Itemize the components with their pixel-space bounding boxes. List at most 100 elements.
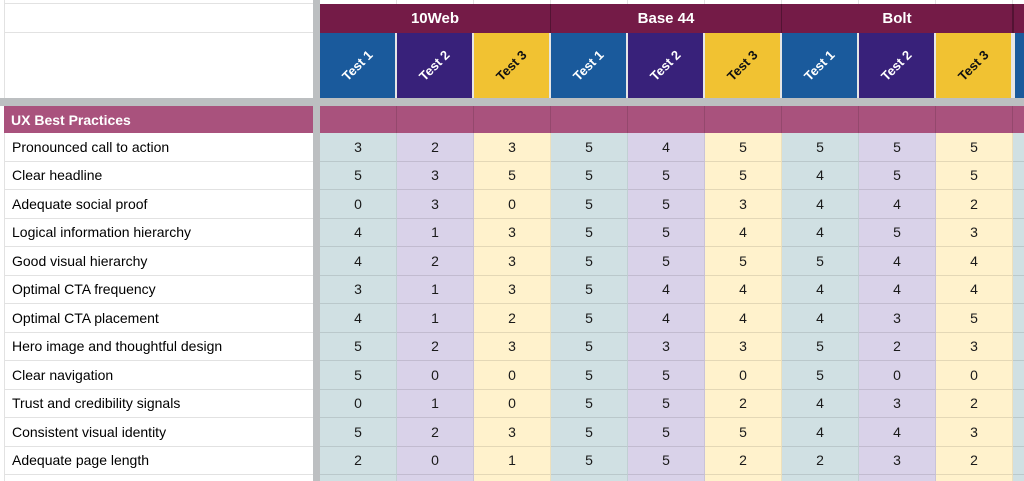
row-label-cell[interactable]: Consistent visual identity xyxy=(4,418,313,447)
row-label-cell[interactable]: Optimal CTA placement xyxy=(4,304,313,333)
score-cell[interactable]: 4 xyxy=(782,218,859,247)
score-cell[interactable]: 4 xyxy=(705,304,782,333)
test-column-header-cell[interactable]: Test 2 xyxy=(397,33,474,98)
score-cell[interactable]: 0 xyxy=(936,361,1013,390)
test-column-header-cell[interactable]: Test 1 xyxy=(551,33,628,98)
score-cell[interactable]: 2 xyxy=(474,304,551,333)
score-cell[interactable]: 3 xyxy=(397,161,474,190)
score-cell[interactable]: 4 xyxy=(782,275,859,304)
score-cell[interactable]: 0 xyxy=(320,389,397,418)
score-cell[interactable]: 5 xyxy=(782,247,859,276)
score-cell[interactable]: 5 xyxy=(859,161,936,190)
score-cell[interactable]: 4 xyxy=(859,275,936,304)
score-cell[interactable]: 3 xyxy=(936,418,1013,447)
score-cell[interactable]: 5 xyxy=(551,418,628,447)
score-cell[interactable]: 5 xyxy=(782,332,859,361)
row-label-cell[interactable]: Optimal CTA frequency xyxy=(4,275,313,304)
score-cell[interactable]: 5 xyxy=(782,133,859,162)
test-column-header-cell[interactable]: Test 3 xyxy=(936,33,1013,98)
score-cell[interactable]: 5 xyxy=(859,133,936,162)
score-cell[interactable]: 0 xyxy=(474,361,551,390)
score-cell[interactable]: 5 xyxy=(628,418,705,447)
score-cell[interactable]: 1 xyxy=(397,218,474,247)
test-column-header-cell[interactable]: Test 3 xyxy=(705,33,782,98)
score-cell[interactable]: 2 xyxy=(936,190,1013,219)
score-cell[interactable]: 3 xyxy=(474,332,551,361)
score-cell[interactable]: 5 xyxy=(859,218,936,247)
score-cell[interactable]: 4 xyxy=(859,247,936,276)
score-cell[interactable]: 5 xyxy=(705,161,782,190)
group-header-base-44[interactable]: Base 44 xyxy=(551,4,782,33)
score-cell[interactable]: 4 xyxy=(628,304,705,333)
score-cell[interactable]: 5 xyxy=(936,133,1013,162)
score-cell[interactable]: 4 xyxy=(705,218,782,247)
score-cell[interactable]: 3 xyxy=(936,332,1013,361)
score-cell[interactable]: 3 xyxy=(320,133,397,162)
score-cell[interactable]: 3 xyxy=(936,218,1013,247)
score-cell[interactable]: 4 xyxy=(782,304,859,333)
score-cell[interactable]: 5 xyxy=(628,247,705,276)
score-cell[interactable]: 3 xyxy=(397,190,474,219)
test-column-header-cell[interactable]: Test 1 xyxy=(782,33,859,98)
score-cell[interactable]: 5 xyxy=(936,304,1013,333)
score-cell[interactable]: 3 xyxy=(474,418,551,447)
score-cell[interactable]: 5 xyxy=(705,133,782,162)
row-label-cell[interactable]: Good visual hierarchy xyxy=(4,247,313,276)
row-label-cell[interactable]: Adequate social proof xyxy=(4,190,313,219)
score-cell[interactable]: 4 xyxy=(782,161,859,190)
score-cell[interactable]: 0 xyxy=(474,389,551,418)
score-cell[interactable]: 4 xyxy=(705,275,782,304)
row-label-cell[interactable]: Clear navigation xyxy=(4,361,313,390)
score-cell[interactable]: 4 xyxy=(320,247,397,276)
section-row-cell[interactable] xyxy=(551,106,628,133)
score-cell[interactable]: 2 xyxy=(397,418,474,447)
score-cell[interactable]: 5 xyxy=(551,247,628,276)
score-cell[interactable]: 2 xyxy=(936,446,1013,475)
score-cell[interactable]: 3 xyxy=(474,275,551,304)
score-cell[interactable]: 3 xyxy=(320,275,397,304)
row-label-cell[interactable]: Clear headline xyxy=(4,161,313,190)
score-cell[interactable]: 0 xyxy=(397,361,474,390)
score-cell[interactable]: 5 xyxy=(551,332,628,361)
score-cell[interactable]: 2 xyxy=(782,446,859,475)
score-cell[interactable]: 5 xyxy=(936,161,1013,190)
score-cell[interactable]: 0 xyxy=(320,190,397,219)
score-cell[interactable]: 4 xyxy=(628,275,705,304)
score-cell[interactable]: 2 xyxy=(397,133,474,162)
score-cell[interactable]: 4 xyxy=(936,247,1013,276)
group-header-bolt[interactable]: Bolt xyxy=(782,4,1013,33)
score-cell[interactable]: 4 xyxy=(782,190,859,219)
score-cell[interactable]: 1 xyxy=(397,275,474,304)
score-cell[interactable]: 5 xyxy=(474,161,551,190)
section-header-cell[interactable]: UX Best Practices xyxy=(4,106,313,133)
score-cell[interactable]: 0 xyxy=(474,190,551,219)
score-cell[interactable]: 5 xyxy=(551,446,628,475)
score-cell[interactable]: 3 xyxy=(628,332,705,361)
score-cell[interactable]: 5 xyxy=(628,161,705,190)
score-cell[interactable]: 5 xyxy=(320,361,397,390)
section-row-cell[interactable] xyxy=(859,106,936,133)
score-cell[interactable]: 3 xyxy=(859,304,936,333)
score-cell[interactable]: 4 xyxy=(782,418,859,447)
score-cell[interactable]: 5 xyxy=(551,275,628,304)
test-column-header-cell[interactable]: Test 2 xyxy=(628,33,705,98)
score-cell[interactable]: 5 xyxy=(628,190,705,219)
score-cell[interactable]: 5 xyxy=(320,161,397,190)
score-cell[interactable]: 4 xyxy=(859,190,936,219)
score-cell[interactable]: 0 xyxy=(705,361,782,390)
score-cell[interactable]: 2 xyxy=(705,446,782,475)
row-label-cell[interactable]: Trust and credibility signals xyxy=(4,389,313,418)
score-cell[interactable]: 0 xyxy=(859,361,936,390)
score-cell[interactable]: 5 xyxy=(705,247,782,276)
score-cell[interactable]: 3 xyxy=(859,389,936,418)
section-row-cell[interactable] xyxy=(474,106,551,133)
score-cell[interactable]: 5 xyxy=(628,446,705,475)
section-row-cell[interactable] xyxy=(628,106,705,133)
score-cell[interactable]: 2 xyxy=(320,446,397,475)
score-cell[interactable]: 2 xyxy=(397,247,474,276)
score-cell[interactable]: 3 xyxy=(859,446,936,475)
score-cell[interactable]: 1 xyxy=(397,389,474,418)
row-label-cell[interactable]: Logical information hierarchy xyxy=(4,218,313,247)
score-cell[interactable]: 4 xyxy=(936,275,1013,304)
row-label-cell[interactable]: Pronounced call to action xyxy=(4,133,313,162)
